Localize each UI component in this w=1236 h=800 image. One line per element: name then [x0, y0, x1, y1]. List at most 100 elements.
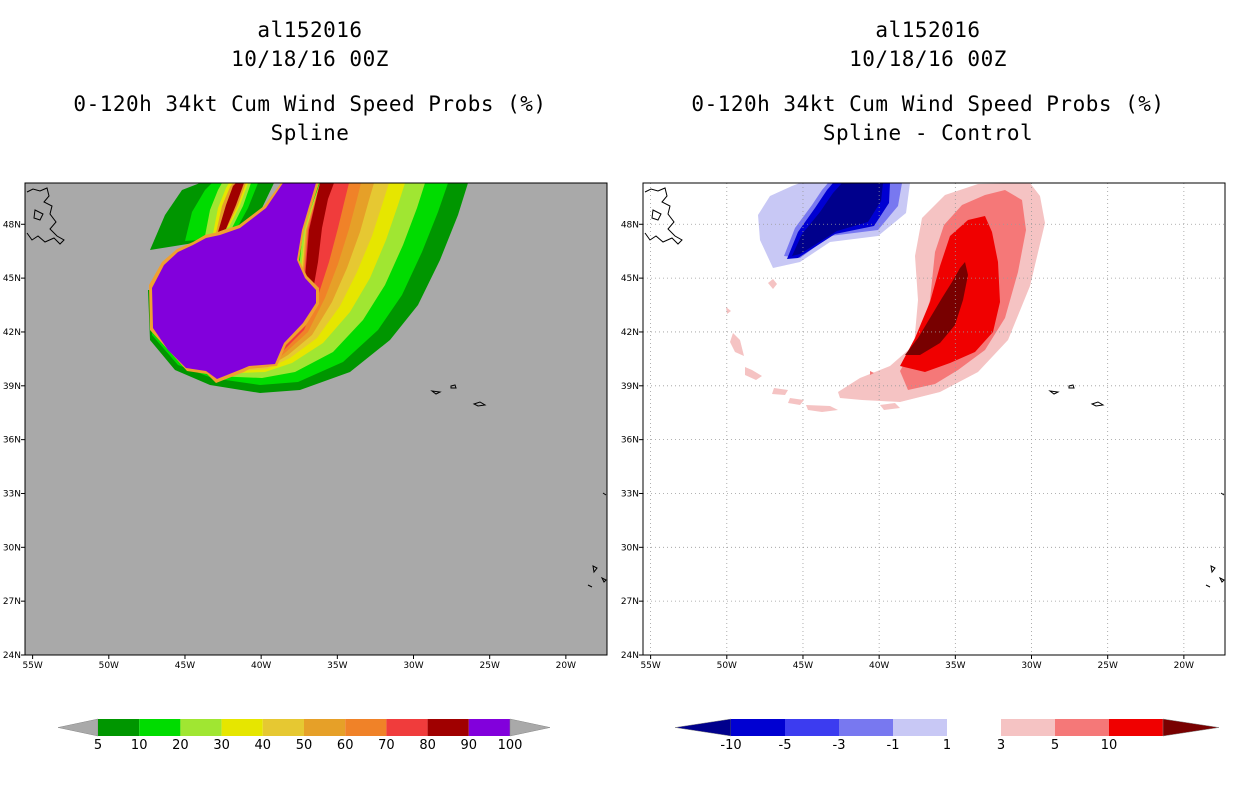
left-colorbar-label: 80	[419, 738, 436, 753]
left-panel-title: al152016 10/18/16 00Z 0-120h 34kt Cum Wi…	[10, 16, 610, 148]
right-map-panel: 55W 50W 45W 40W 35W 30W 25W 20W 24N 27N 30N 33N 36N 3…	[621, 182, 1226, 671]
left-colorbar-under-arrow	[57, 718, 99, 737]
left-product-title: 0-120h 34kt Cum Wind Speed Probs (%)	[73, 92, 547, 116]
left-colorbar-swatch	[468, 719, 510, 736]
right-colorbar-label: -1	[887, 738, 900, 753]
prob-band-70-90-west	[218, 183, 244, 232]
left-colorbar-label: 70	[378, 738, 395, 753]
right-difference-field	[726, 183, 1045, 412]
left-colorbar-swatch	[262, 719, 304, 736]
diff-speckle	[768, 279, 777, 289]
left-y-tick-label: 36N	[3, 436, 21, 446]
right-y-tick-label: 27N	[621, 597, 639, 607]
right-colorbar-over-arrow	[1162, 718, 1220, 737]
diff-speckle	[745, 367, 762, 380]
left-colorbar-swatch	[180, 719, 222, 736]
right-subtitle: Spline - Control	[822, 121, 1034, 145]
right-product-title: 0-120h 34kt Cum Wind Speed Probs (%)	[691, 92, 1165, 116]
right-x-tick-label: 50W	[717, 661, 737, 671]
right-y-tick-label: 30N	[621, 543, 639, 553]
left-colorbar-swatch	[386, 719, 428, 736]
right-x-tick-label: 35W	[945, 661, 965, 671]
right-x-tick-label: 30W	[1021, 661, 1041, 671]
right-panel-title: al152016 10/18/16 00Z 0-120h 34kt Cum Wi…	[628, 16, 1228, 148]
right-x-tick-label: 25W	[1098, 661, 1118, 671]
left-colorbar-label: 40	[255, 738, 272, 753]
left-colorbar-label: 20	[172, 738, 189, 753]
left-map-frame	[24, 182, 608, 656]
left-probability-field	[148, 183, 468, 393]
left-colorbar-swatch	[98, 719, 140, 736]
diff-speckle	[806, 405, 838, 412]
right-y-tick-label: 36N	[621, 436, 639, 446]
left-colorbar-label: 10	[131, 738, 148, 753]
left-y-tick-label: 39N	[3, 382, 21, 392]
left-storm-id: al152016	[257, 18, 363, 42]
right-colorbar: -10 -5 -3 -1 1 3 5 10	[674, 718, 1220, 753]
left-axis-ticks: 55W 50W 45W 40W 35W 30W 25W 20W 24N 27N 30N 33N 36N 3…	[3, 220, 576, 671]
diff-speckle	[726, 307, 731, 314]
right-colorbar-swatch	[785, 719, 839, 736]
left-x-tick-label: 20W	[556, 661, 576, 671]
diff-band-neg-10-plus	[792, 183, 883, 256]
diff-speckle	[880, 403, 900, 410]
left-x-tick-label: 35W	[327, 661, 347, 671]
right-gridlines	[643, 183, 1225, 656]
left-map-panel: 55W 50W 45W 40W 35W 30W 25W 20W 24N 27N 30N 33N 36N 3…	[3, 182, 608, 671]
left-x-tick-label: 25W	[480, 661, 500, 671]
right-colorbar-label: 1	[943, 738, 951, 753]
right-datetime: 10/18/16 00Z	[849, 47, 1007, 71]
right-coastlines	[644, 187, 1225, 588]
right-colorbar-swatch	[839, 719, 893, 736]
left-y-tick-label: 30N	[3, 543, 21, 553]
left-y-tick-label: 24N	[3, 651, 21, 661]
right-y-tick-label: 42N	[621, 328, 639, 338]
right-colorbar-label: -5	[779, 738, 792, 753]
diff-speckle	[772, 388, 788, 395]
left-x-tick-label: 45W	[175, 661, 195, 671]
right-y-tick-label: 33N	[621, 489, 639, 499]
right-colorbar-swatch	[731, 719, 785, 736]
right-colorbar-label: 5	[1051, 738, 1059, 753]
left-colorbar-swatch	[304, 719, 346, 736]
left-colorbar-swatch	[345, 719, 387, 736]
right-x-tick-label: 40W	[869, 661, 889, 671]
right-x-tick-label: 20W	[1174, 661, 1194, 671]
right-y-tick-label: 48N	[621, 220, 639, 230]
left-x-tick-label: 40W	[251, 661, 271, 671]
right-colorbar-swatch	[947, 719, 1001, 736]
right-colorbar-under-arrow	[674, 718, 732, 737]
left-colorbar: 5 10 20 30 40 50 60 70 80 90 100	[57, 718, 551, 753]
prob-band-90-100	[152, 183, 316, 379]
right-colorbar-swatch	[1109, 719, 1163, 736]
right-storm-id: al152016	[875, 18, 981, 42]
right-colorbar-label: 10	[1101, 738, 1118, 753]
right-y-tick-label: 45N	[621, 274, 639, 284]
left-colorbar-label: 90	[461, 738, 478, 753]
diff-band-pos-10-plus	[905, 262, 968, 355]
diff-speckle	[788, 398, 804, 405]
left-y-tick-label: 27N	[3, 597, 21, 607]
right-colorbar-swatch	[893, 719, 947, 736]
diff-speckle	[870, 371, 874, 375]
right-colorbar-label: -10	[720, 738, 741, 753]
left-x-tick-label: 55W	[22, 661, 42, 671]
left-colorbar-label: 5	[94, 738, 102, 753]
left-colorbar-label: 100	[498, 738, 523, 753]
right-x-tick-label: 55W	[640, 661, 660, 671]
right-y-tick-label: 24N	[621, 651, 639, 661]
left-colorbar-swatch	[427, 719, 469, 736]
left-colorbar-over-arrow	[509, 718, 551, 737]
right-colorbar-swatch	[1001, 719, 1055, 736]
right-colorbar-label: 3	[997, 738, 1005, 753]
left-colorbar-label: 60	[337, 738, 354, 753]
right-colorbar-swatch	[1055, 719, 1109, 736]
right-x-tick-label: 45W	[793, 661, 813, 671]
left-colorbar-swatch	[139, 719, 181, 736]
right-axis-ticks: 55W 50W 45W 40W 35W 30W 25W 20W 24N 27N 30N 33N 36N 3…	[621, 220, 1194, 671]
right-y-tick-label: 39N	[621, 382, 639, 392]
left-x-tick-label: 30W	[403, 661, 423, 671]
left-coastlines	[26, 187, 607, 588]
left-y-tick-label: 42N	[3, 328, 21, 338]
